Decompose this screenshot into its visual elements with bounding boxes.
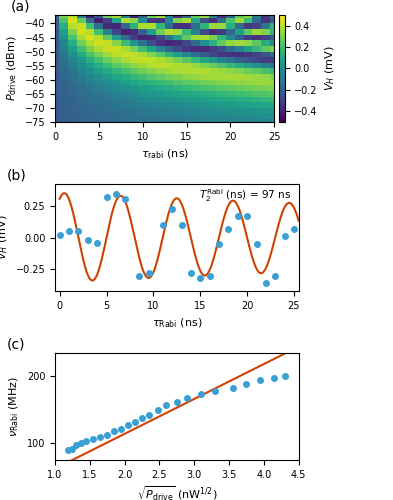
Point: [282, 372, 288, 380]
Point: [271, 374, 277, 382]
Point: [97, 432, 103, 440]
Point: [244, 212, 250, 220]
Point: [69, 444, 75, 452]
Point: [225, 224, 231, 232]
Point: [94, 238, 100, 246]
Point: [263, 280, 269, 287]
Point: [174, 398, 180, 406]
Point: [257, 376, 264, 384]
Point: [206, 272, 213, 280]
Point: [253, 240, 260, 248]
Point: [83, 438, 90, 446]
Point: [178, 221, 185, 229]
Text: $T_2^\mathrm{Rabi}$ (ns) = 97 ns: $T_2^\mathrm{Rabi}$ (ns) = 97 ns: [199, 187, 291, 204]
Point: [78, 440, 84, 448]
Point: [146, 410, 152, 418]
Point: [145, 269, 152, 277]
Text: (c): (c): [6, 338, 25, 351]
X-axis label: $\tau_\mathrm{rabi}$ (ns): $\tau_\mathrm{rabi}$ (ns): [141, 147, 189, 161]
Point: [160, 221, 166, 229]
Point: [184, 394, 191, 402]
Point: [73, 442, 79, 450]
Point: [197, 274, 204, 282]
X-axis label: $\tau_\mathrm{Rabi}$ (ns): $\tau_\mathrm{Rabi}$ (ns): [152, 316, 202, 330]
Point: [66, 227, 72, 235]
Point: [104, 430, 110, 438]
Text: (b): (b): [6, 168, 26, 182]
Point: [122, 196, 129, 203]
Point: [198, 390, 204, 398]
Point: [230, 384, 236, 392]
Point: [113, 190, 119, 198]
Point: [84, 236, 91, 244]
Y-axis label: $\nu_\mathrm{Rabi}$ (MHz): $\nu_\mathrm{Rabi}$ (MHz): [7, 376, 21, 437]
Y-axis label: $V_H$ (mV): $V_H$ (mV): [323, 46, 337, 91]
Point: [188, 269, 194, 277]
X-axis label: $\sqrt{P_\mathrm{drive}}\ \mathrm{(nW^{1/2})}$: $\sqrt{P_\mathrm{drive}}\ \mathrm{(nW^{1…: [136, 486, 217, 500]
Point: [125, 421, 131, 429]
Point: [90, 434, 96, 442]
Point: [136, 272, 143, 280]
Point: [155, 406, 161, 414]
Point: [281, 232, 288, 240]
Point: [118, 424, 124, 432]
Point: [57, 231, 63, 239]
Point: [291, 224, 297, 232]
Point: [132, 418, 138, 426]
Point: [64, 446, 71, 454]
Y-axis label: $V_H$ (mV): $V_H$ (mV): [0, 214, 10, 260]
Point: [169, 206, 175, 214]
Point: [272, 272, 278, 280]
Y-axis label: $P_\mathrm{drive}$ (dBm): $P_\mathrm{drive}$ (dBm): [6, 36, 19, 102]
Point: [163, 401, 169, 409]
Point: [212, 387, 218, 395]
Point: [235, 212, 241, 220]
Point: [75, 227, 82, 235]
Point: [103, 192, 110, 200]
Point: [216, 240, 222, 248]
Text: (a): (a): [11, 0, 31, 14]
Point: [111, 428, 118, 436]
Point: [139, 414, 145, 422]
Point: [243, 380, 250, 388]
